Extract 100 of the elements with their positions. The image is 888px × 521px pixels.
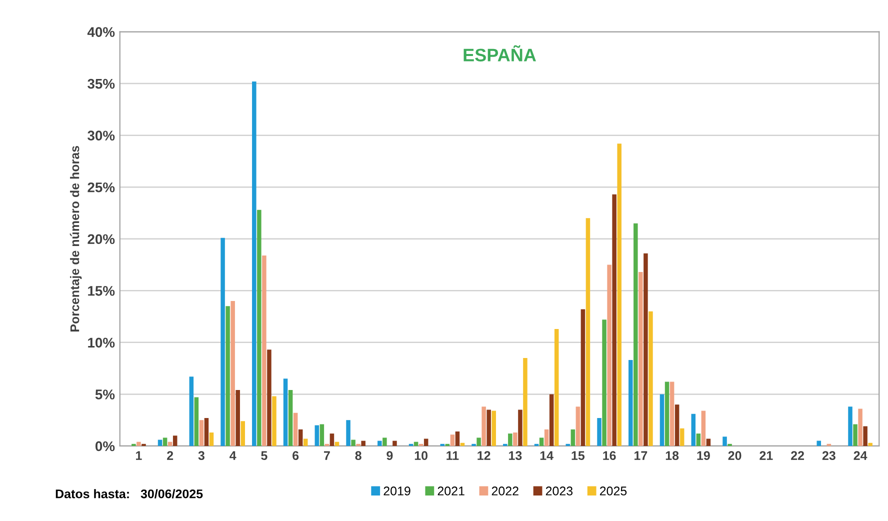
- bar: [576, 406, 580, 446]
- y-tick-label: 30%: [88, 130, 115, 141]
- bar: [252, 81, 256, 446]
- bar: [334, 442, 340, 446]
- x-tick-label: 3: [198, 451, 204, 460]
- x-tick-label: 9: [386, 451, 393, 460]
- bar: [378, 440, 382, 446]
- bar: [680, 428, 684, 446]
- bar: [199, 420, 204, 446]
- bar: [424, 438, 428, 446]
- y-axis-title: Porcentaje de número de horas: [70, 146, 82, 332]
- bar: [648, 311, 653, 446]
- bar: [460, 442, 465, 446]
- bar: [853, 424, 858, 446]
- x-tick-label: 10: [414, 451, 428, 460]
- legend-label: 2022: [492, 486, 518, 496]
- bar: [691, 414, 696, 446]
- bar: [706, 438, 711, 446]
- bar: [858, 408, 862, 446]
- x-tick-label: 5: [261, 451, 268, 460]
- bar: [580, 309, 586, 446]
- x-tick-label: 15: [572, 451, 585, 460]
- bar: [293, 412, 298, 446]
- x-tick-label: 23: [822, 451, 836, 460]
- bar: [257, 210, 262, 446]
- legend-label: 2019: [384, 486, 410, 496]
- bar: [361, 440, 366, 446]
- bar: [863, 426, 868, 446]
- x-tick-label: 12: [478, 451, 490, 460]
- x-tick-label: 7: [324, 451, 330, 460]
- bar: [414, 442, 418, 446]
- bar: [267, 350, 272, 446]
- bar: [476, 438, 481, 446]
- bar: [455, 431, 460, 446]
- x-tick-label: 1: [136, 451, 142, 460]
- bar: [701, 410, 706, 446]
- bar: [602, 320, 606, 446]
- bar: [696, 434, 701, 446]
- bar: [272, 396, 276, 446]
- bar: [634, 223, 638, 446]
- bar: [674, 404, 680, 446]
- y-tick-label: 25%: [88, 182, 115, 192]
- x-tick-label: 4: [230, 451, 236, 460]
- text: Datos hasta: 30/06/2025: [56, 489, 203, 498]
- bar: [262, 255, 266, 446]
- x-tick-label: 11: [446, 451, 459, 460]
- bar: [136, 442, 141, 446]
- bar: [172, 436, 178, 446]
- y-tick-label: 40%: [87, 27, 115, 37]
- bar: [816, 440, 822, 446]
- bar: [236, 390, 240, 446]
- bar: [670, 382, 674, 446]
- x-tick-label: 20: [728, 451, 742, 460]
- bar: [298, 429, 303, 446]
- bar: [158, 440, 162, 446]
- x-tick-label: 16: [603, 451, 616, 460]
- bar: [382, 438, 387, 446]
- bar: [220, 238, 225, 446]
- x-tick-label: 14: [540, 451, 554, 460]
- bar: [628, 360, 633, 446]
- bar: [570, 429, 576, 446]
- bar: [638, 272, 643, 446]
- x-tick-label: 21: [760, 451, 773, 460]
- bar: [660, 394, 664, 446]
- x-tick-label: 2: [167, 451, 174, 460]
- bar: [168, 442, 172, 446]
- bar: [320, 424, 324, 446]
- x-tick-label: 8: [355, 451, 362, 460]
- bar: [288, 390, 293, 446]
- bar: [482, 406, 486, 446]
- bar: [392, 440, 397, 446]
- bar: [492, 410, 496, 446]
- legend-label: 2025: [600, 486, 627, 496]
- bar: [346, 420, 350, 446]
- bar: [544, 429, 549, 446]
- bar: [523, 358, 528, 446]
- bar: [283, 378, 288, 446]
- x-tick-label: 18: [666, 451, 679, 460]
- bar: [848, 406, 852, 446]
- bar: [230, 301, 235, 446]
- bar: [586, 218, 590, 446]
- y-tick-label: 15%: [88, 286, 115, 296]
- bar: [868, 442, 872, 446]
- x-tick-label: 19: [697, 451, 710, 460]
- x-tick-label: 6: [292, 451, 299, 460]
- text: ESPAÑA: [464, 45, 536, 62]
- bar: [226, 306, 230, 446]
- bar: [612, 194, 616, 446]
- y-tick-label: 0%: [95, 441, 115, 452]
- bar: [194, 397, 199, 446]
- bar: [539, 438, 544, 446]
- bar: [508, 434, 512, 446]
- bar: [162, 438, 168, 446]
- bar: [204, 418, 209, 446]
- y-tick-label: 5%: [95, 390, 115, 400]
- y-tick-label: 10%: [88, 338, 115, 348]
- x-tick-label: 13: [509, 451, 522, 460]
- bar: [240, 421, 245, 446]
- x-tick-label: 17: [634, 451, 648, 460]
- bar: [644, 253, 648, 446]
